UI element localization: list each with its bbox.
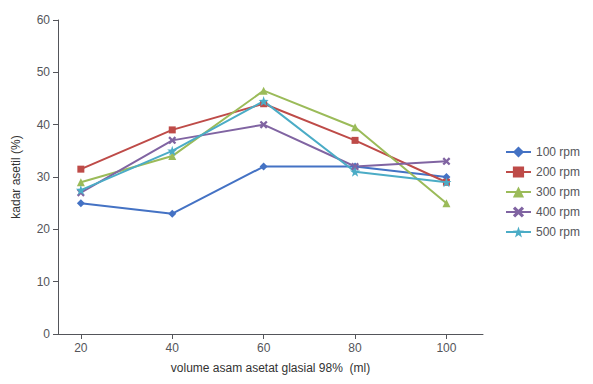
svg-text:80: 80 [348,341,362,355]
svg-text:10: 10 [37,275,51,289]
svg-text:100 rpm: 100 rpm [536,145,580,159]
svg-text:20: 20 [74,341,88,355]
svg-text:0: 0 [43,327,50,341]
svg-text:30: 30 [37,170,51,184]
svg-text:60: 60 [257,341,271,355]
svg-text:50: 50 [37,65,51,79]
svg-text:500 rpm: 500 rpm [536,225,580,239]
svg-text:100: 100 [436,341,456,355]
svg-text:40: 40 [37,118,51,132]
svg-text:60: 60 [37,13,51,27]
svg-text:volume asam asetat glasial 98%: volume asam asetat glasial 98% (ml) [171,361,370,375]
svg-text:400 rpm: 400 rpm [536,205,580,219]
svg-text:200 rpm: 200 rpm [536,165,580,179]
svg-text:kadar asetil (%): kadar asetil (%) [9,135,23,218]
svg-text:300 rpm: 300 rpm [536,185,580,199]
svg-text:40: 40 [166,341,180,355]
svg-text:20: 20 [37,222,51,236]
